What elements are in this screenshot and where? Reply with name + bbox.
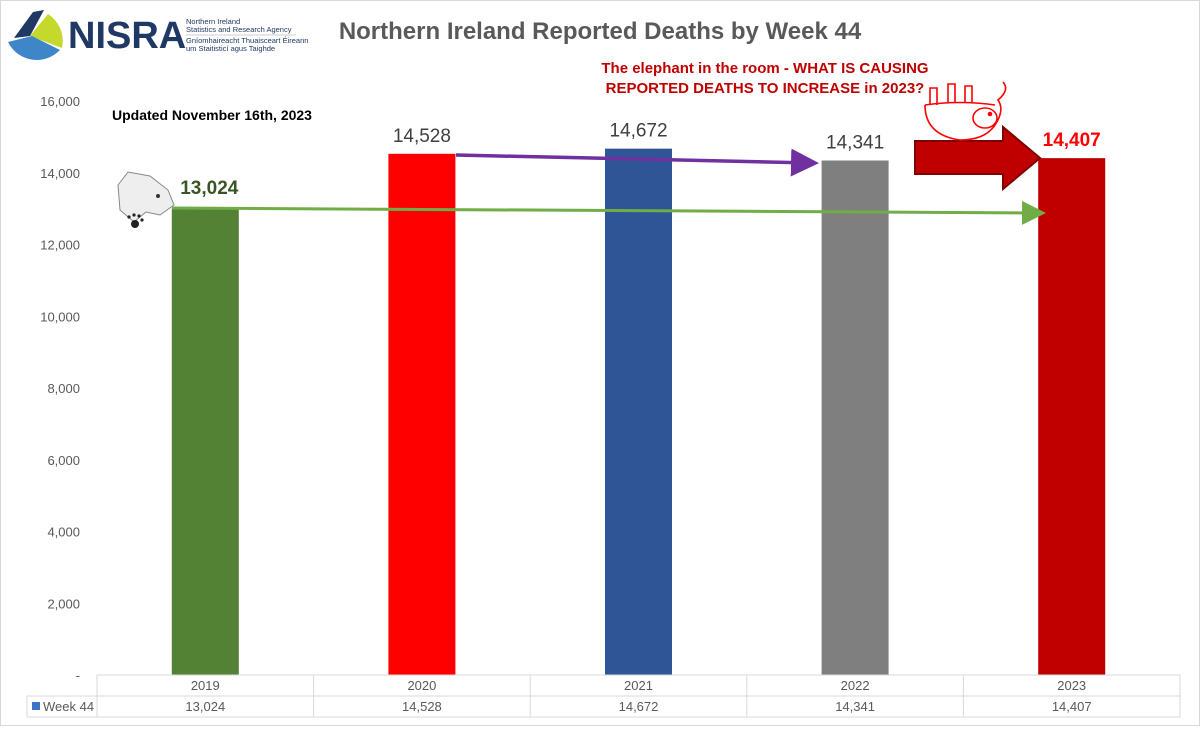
logo-wordmark: NISRA [68, 15, 186, 57]
purple-trend-arrow [455, 148, 819, 177]
y-tick-label: 2,000 [47, 596, 80, 611]
x-tick-label: 2023 [1057, 678, 1086, 693]
y-tick-label: 12,000 [40, 238, 80, 253]
logo-text: um Staitisticí agus Taighde [186, 44, 275, 53]
bar-2022 [821, 160, 889, 676]
y-tick-label: 6,000 [47, 453, 80, 468]
question-annotation-line1: The elephant in the room - WHAT IS CAUSI… [601, 60, 928, 77]
logo-segment-green [30, 14, 63, 48]
x-tick-label: 2022 [841, 678, 870, 693]
table-value: 14,672 [619, 699, 659, 714]
bar-2023 [1038, 158, 1106, 676]
trend-arrows [171, 124, 1046, 225]
paw-icon [131, 220, 139, 228]
data-label: 14,672 [609, 121, 667, 142]
y-tick-label: 14,000 [40, 166, 80, 181]
bar-2020 [388, 153, 456, 676]
legend-swatch [32, 702, 40, 710]
data-table: Week 44 2019 13,024 2020 14,528 2021 14,672 202… [26, 674, 1181, 718]
y-tick-label: 8,000 [47, 381, 80, 396]
bar-2019 [171, 207, 239, 675]
data-labels: 13,024 14,528 14,672 14,341 14,407 [180, 121, 1101, 199]
nisra-logo: NISRA Northern Ireland Statistics and Re… [8, 10, 308, 60]
y-tick-label: - [76, 668, 80, 683]
wolf-icon [117, 171, 175, 228]
x-tick-label: 2019 [191, 678, 220, 693]
logo-text: Statistics and Research Agency [186, 25, 292, 34]
logo-segment-navy [14, 10, 44, 38]
y-tick-label: 10,000 [40, 309, 80, 324]
data-label: 13,024 [180, 178, 239, 199]
logo-text: Northern Ireland [186, 17, 240, 26]
updated-note: Updated November 16th, 2023 [112, 107, 312, 123]
table-value: 14,528 [402, 699, 442, 714]
question-annotation-line2: REPORTED DEATHS TO INCREASE in 2023? [606, 80, 925, 97]
x-tick-label: 2020 [407, 678, 436, 693]
table-value: 14,341 [835, 699, 875, 714]
bars [171, 148, 1106, 676]
logo-text: Gníomhaireacht Thuaisceart Éireann [186, 36, 308, 45]
bar-2021 [605, 148, 672, 676]
table-value: 14,407 [1052, 699, 1092, 714]
x-tick-label: 2021 [624, 678, 653, 693]
y-tick-label: 4,000 [47, 525, 80, 540]
data-label: 14,407 [1043, 130, 1101, 151]
big-red-arrow [914, 124, 1042, 192]
upside-down-elephant-icon [924, 81, 1007, 141]
green-trend-arrow [171, 200, 1046, 225]
data-label: 14,341 [826, 133, 884, 154]
logo-segment-blue [8, 36, 60, 60]
data-label: 14,528 [393, 126, 451, 147]
table-value: 13,024 [185, 699, 225, 714]
legend-label: Week 44 [43, 699, 94, 714]
y-tick-label: 16,000 [40, 94, 80, 109]
y-axis: - 2,000 4,000 6,000 8,000 10,000 12,000 14,000 1… [40, 94, 80, 683]
chart-title: Northern Ireland Reported Deaths by Week… [339, 18, 862, 45]
